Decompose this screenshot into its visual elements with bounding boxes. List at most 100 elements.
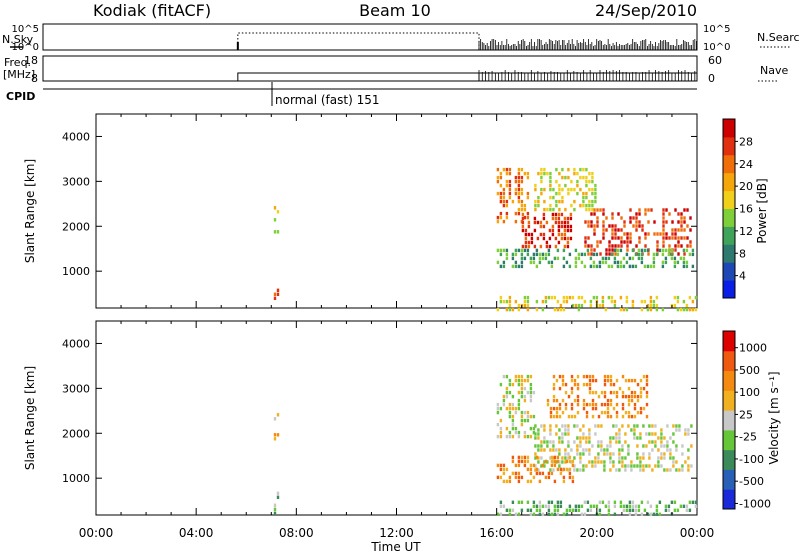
- data-cell: [625, 307, 629, 312]
- data-cell: [508, 479, 512, 484]
- data-cell: [604, 260, 608, 265]
- data-cell: [523, 398, 527, 403]
- data-cell: [618, 436, 621, 440]
- data-cell: [550, 471, 554, 476]
- data-cell: [553, 508, 557, 512]
- data-cell: [642, 444, 645, 448]
- data-cell: [613, 500, 617, 504]
- data-cell: [526, 500, 530, 504]
- data-cell: [543, 436, 546, 440]
- data-cell: [562, 295, 566, 300]
- data-cell: [579, 175, 582, 180]
- data-cell: [537, 428, 540, 432]
- data-cell: [582, 424, 585, 428]
- data-cell: [671, 232, 674, 236]
- data-cell: [639, 464, 642, 468]
- data-cell: [690, 464, 693, 468]
- data-cell: [645, 378, 649, 383]
- data-cell: [596, 216, 599, 220]
- data-cell: [502, 374, 506, 379]
- colorbar-tick-label: 500: [739, 364, 760, 377]
- data-cell: [647, 220, 650, 224]
- data-cell: [642, 452, 645, 456]
- data-cell: [547, 295, 551, 300]
- data-cell: [651, 448, 654, 452]
- data-cell: [546, 402, 550, 407]
- data-cell: [562, 467, 566, 472]
- data-cell: [556, 307, 560, 312]
- data-cell: [688, 295, 692, 300]
- data-cell: [529, 434, 533, 439]
- time-tick-label: 08:00: [279, 526, 314, 540]
- data-cell: [540, 444, 543, 448]
- data-cell: [666, 440, 669, 444]
- data-cell: [649, 295, 653, 300]
- data-cell: [662, 216, 665, 220]
- data-cell: [685, 260, 689, 265]
- data-cell: [625, 299, 629, 304]
- data-cell: [540, 171, 543, 176]
- data-cell: [571, 479, 575, 484]
- data-cell: [533, 216, 537, 221]
- data-cell: [594, 378, 598, 383]
- cpid-label: CPID: [6, 90, 35, 103]
- nsky-frame: [42, 23, 698, 51]
- data-cell: [567, 432, 570, 436]
- data-cell: [630, 398, 634, 403]
- data-cell: [276, 292, 280, 296]
- data-cell: [640, 299, 644, 304]
- data-cell: [630, 378, 634, 383]
- data-cell: [595, 252, 599, 257]
- data-cell: [582, 374, 586, 379]
- data-cell: [564, 452, 567, 456]
- data-cell: [633, 394, 637, 399]
- data-cell: [595, 264, 599, 269]
- data-cell: [520, 382, 524, 387]
- data-cell: [499, 426, 503, 431]
- data-cell: [276, 433, 280, 437]
- data-cell: [573, 464, 576, 468]
- data-cell: [591, 191, 594, 196]
- data-cell: [627, 402, 631, 407]
- data-cell: [555, 406, 559, 411]
- data-cell: [633, 428, 636, 432]
- data-cell: [668, 212, 671, 216]
- data-cell: [661, 260, 665, 265]
- data-cell: [571, 295, 575, 300]
- data-cell: [563, 232, 567, 237]
- data-cell: [628, 512, 632, 516]
- data-cell: [558, 464, 561, 468]
- data-cell: [529, 471, 533, 476]
- data-cell: [613, 504, 617, 508]
- data-cell: [607, 264, 611, 269]
- data-cell: [655, 307, 659, 312]
- data-cell: [612, 460, 615, 464]
- data-cell: [615, 432, 618, 436]
- data-cell: [521, 212, 525, 217]
- data-cell: [675, 460, 678, 464]
- data-cell: [622, 307, 626, 312]
- data-cell: [508, 187, 512, 192]
- data-cell: [594, 390, 598, 395]
- data-cell: [520, 179, 524, 184]
- data-cell: [682, 504, 686, 508]
- data-cell: [517, 390, 521, 395]
- data-cell: [645, 464, 648, 468]
- data-cell: [626, 244, 629, 248]
- data-cell: [573, 171, 576, 176]
- data-cell: [556, 256, 560, 261]
- data-cell: [576, 436, 579, 440]
- data-cell: [523, 386, 527, 391]
- data-cell: [645, 382, 649, 387]
- data-cell: [552, 207, 555, 212]
- data-cell: [511, 264, 515, 269]
- data-cell: [562, 256, 566, 261]
- data-cell: [276, 413, 280, 417]
- data-cell: [649, 504, 653, 508]
- data-cell: [561, 195, 564, 200]
- data-cell: [517, 303, 521, 308]
- data-cell: [508, 295, 512, 300]
- data-cell: [517, 179, 521, 184]
- data-cell: [573, 382, 577, 387]
- data-cell: [533, 244, 537, 249]
